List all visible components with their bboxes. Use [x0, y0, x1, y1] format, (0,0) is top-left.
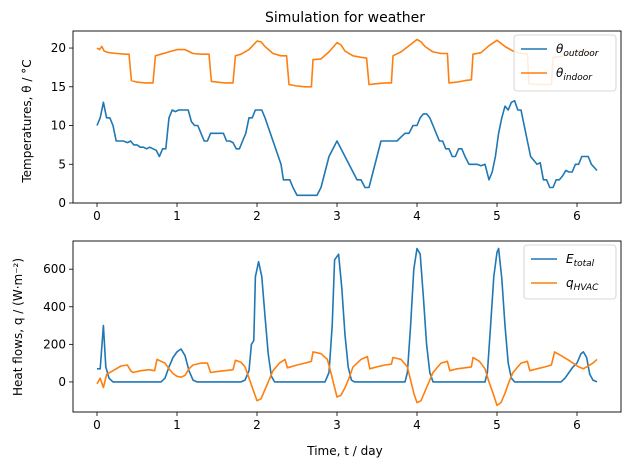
top-y-tick-label: 15 — [51, 80, 66, 94]
top-x-tick-label: 5 — [493, 209, 501, 223]
bottom-legend-label-total: Etotal — [566, 252, 595, 269]
top-x-tick-label: 1 — [173, 209, 181, 223]
top-x-tick-label: 2 — [253, 209, 261, 223]
top-y-tick-label: 20 — [51, 41, 66, 55]
top-x-tick-label: 0 — [93, 209, 101, 223]
top-x-tick-label: 4 — [413, 209, 421, 223]
bottom-y-axis-label: Heat flows, q / (W·m⁻²) — [11, 258, 25, 396]
x-axis-label: Time, t / day — [306, 444, 382, 458]
top-chart-title: Simulation for weather — [265, 10, 425, 26]
top-y-tick-label: 10 — [51, 119, 66, 133]
top-y-axis-label: Temperatures, θ / °C — [20, 59, 34, 183]
bottom-axes: Heat flows, q / (W·m⁻²) Time, t / day 0 1… — [11, 240, 622, 458]
bottom-series-total-line — [97, 247, 598, 383]
top-y-tick-label: 0 — [58, 196, 66, 210]
bottom-x-tick-label: 2 — [253, 418, 261, 432]
top-legend-label-indoor: θindoor — [556, 66, 593, 83]
bottom-y-tick-label: 200 — [43, 337, 66, 351]
bottom-x-tick-label: 3 — [333, 418, 341, 432]
bottom-series-hvac-line — [96, 351, 598, 407]
top-series-outdoor-line — [96, 99, 598, 197]
top-legend-label-outdoor: θoutdoor — [556, 42, 600, 59]
bottom-legend: Etotal qHVAC — [523, 244, 617, 300]
top-series-indoor-line — [96, 38, 598, 88]
bottom-y-tick-label: 400 — [43, 300, 66, 314]
bottom-axes-frame — [72, 240, 622, 413]
top-axes-frame — [72, 30, 622, 204]
bottom-x-tick-label: 5 — [493, 418, 501, 432]
bottom-y-tick-label: 600 — [43, 262, 66, 276]
top-y-tick-label: 5 — [58, 157, 66, 171]
bottom-legend-label-hvac: qHVAC — [566, 276, 599, 293]
bottom-x-tick-label: 4 — [413, 418, 421, 432]
bottom-x-tick-label: 1 — [173, 418, 181, 432]
top-x-tick-label: 3 — [333, 209, 341, 223]
top-axes: Simulation for weather Temperatures, θ /… — [20, 10, 622, 223]
top-x-tick-label: 6 — [573, 209, 581, 223]
top-legend: θoutdoor θindoor — [513, 34, 617, 92]
bottom-x-tick-label: 0 — [93, 418, 101, 432]
bottom-x-tick-label: 6 — [573, 418, 581, 432]
bottom-y-tick-label: 0 — [58, 375, 66, 389]
